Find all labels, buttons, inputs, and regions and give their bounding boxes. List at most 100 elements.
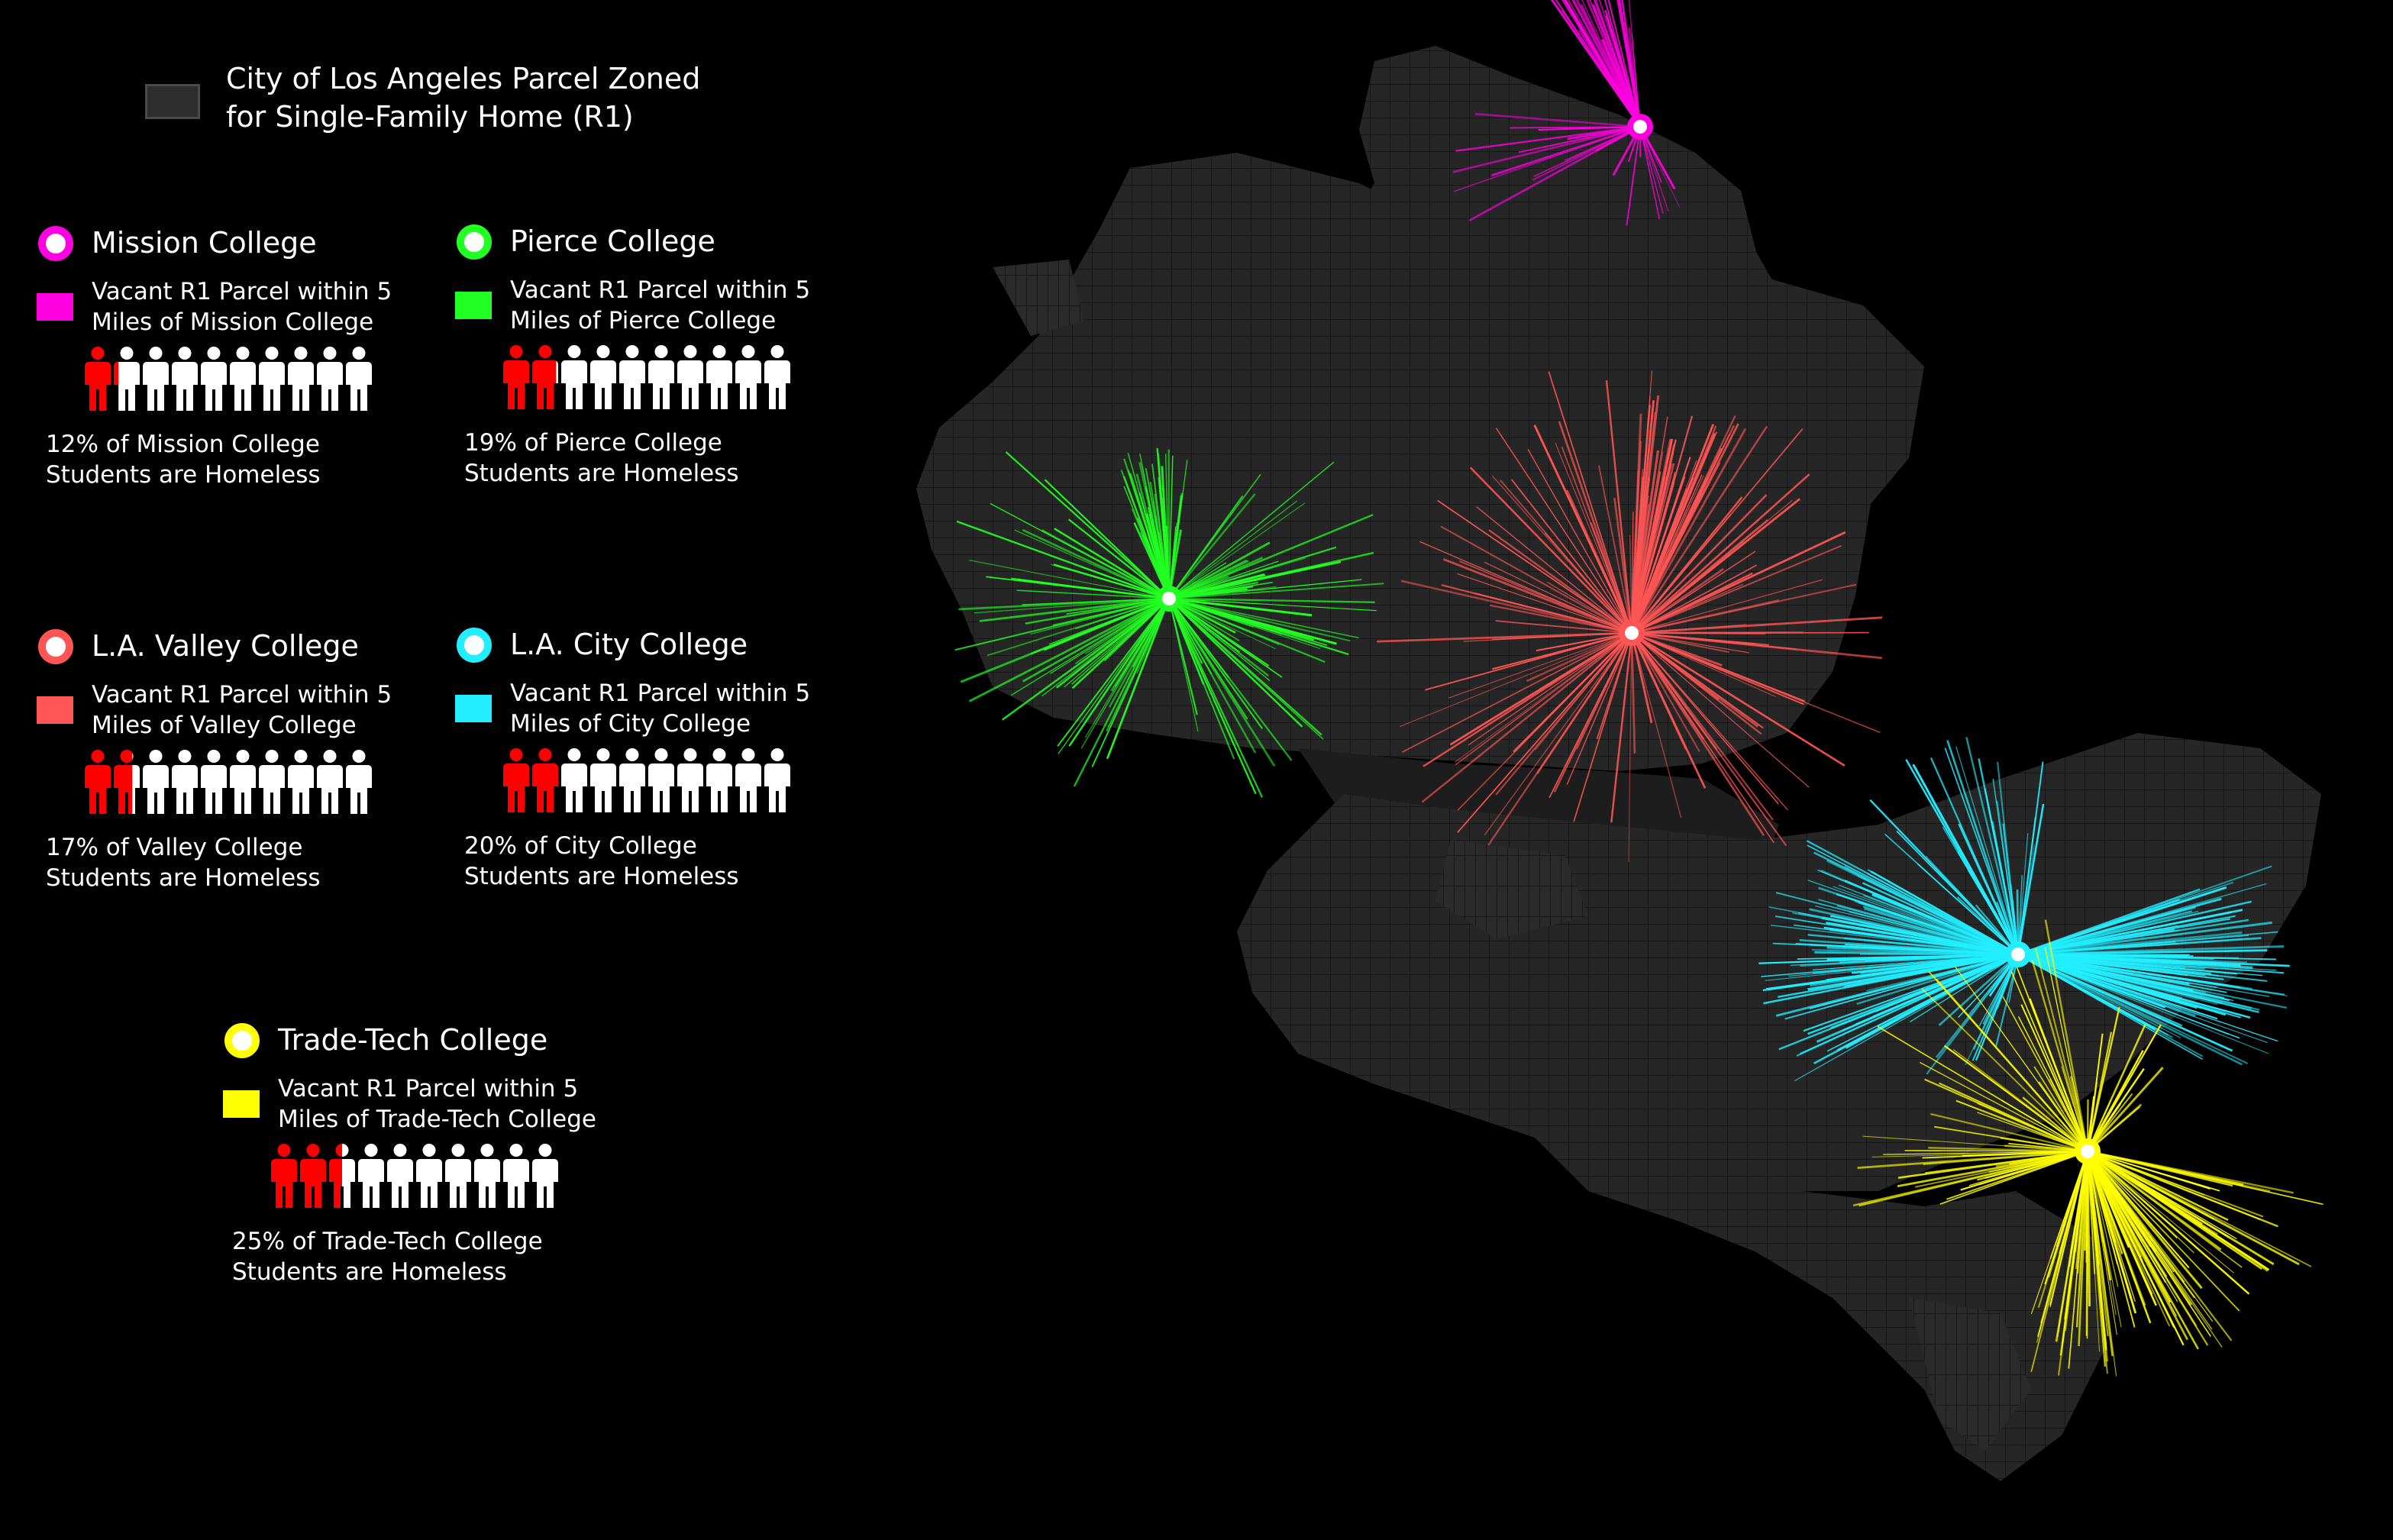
parcel-ray	[2086, 1151, 2133, 1299]
college-marker-center	[1625, 626, 1639, 640]
parcel-ray	[2017, 888, 2201, 956]
parcel-ray	[1168, 598, 1321, 650]
college-header: L.A. Valley College	[38, 623, 451, 669]
parcel-ray	[1455, 125, 1641, 152]
parcel-ray	[1977, 1112, 2088, 1152]
parcel-ray	[1630, 632, 1687, 750]
vacant-parcel-label: Vacant R1 Parcel within 5 Miles of Missi…	[92, 276, 392, 337]
parcel-ray	[2017, 954, 2285, 974]
person-icon	[358, 1144, 384, 1208]
person-icon	[143, 750, 169, 814]
parcel-ray	[1071, 598, 1170, 685]
parcel-ray	[1001, 597, 1170, 721]
vacant-parcel-line1: Vacant R1 Parcel within 5	[278, 1075, 579, 1103]
parcel-ray	[1631, 474, 1703, 634]
college-marker-icon	[38, 629, 73, 664]
college-marker-icon	[38, 226, 73, 261]
parcel-ray	[1630, 632, 1765, 837]
parcel-ray	[1571, 0, 1641, 128]
parcel-ray	[1833, 886, 2019, 955]
parcel-ray	[1866, 954, 2019, 992]
person-icon-homeless	[503, 345, 529, 409]
r1-parcel-area	[916, 46, 2321, 1481]
college-name: Pierce College	[510, 224, 715, 258]
parcel-ray	[1630, 424, 1715, 634]
rays-city	[1758, 737, 2290, 1082]
person-icon	[346, 347, 372, 411]
parcel-ray	[2017, 886, 2227, 956]
college-marker-center	[1633, 120, 1647, 134]
parcel-ray	[2017, 954, 2166, 1008]
parcel-ray	[1631, 550, 1756, 634]
parcel-ray	[2087, 1151, 2130, 1248]
homeless-stat: 19% of Pierce College Students are Homel…	[464, 428, 869, 489]
parcel-ray	[1631, 632, 1729, 654]
college-marker-icon	[457, 628, 492, 663]
parcel-ray	[1167, 598, 1264, 798]
parcel-ray	[1631, 632, 1700, 752]
parcel-ray	[1829, 928, 2019, 956]
parcel-ray	[1075, 598, 1170, 664]
parcel-ray	[1631, 632, 1797, 650]
parcel-ray	[1910, 954, 2019, 1022]
parcel-ray	[968, 597, 1170, 702]
r1-legend-label: City of Los Angeles Parcel Zoned for Sin…	[226, 60, 761, 136]
parcel-ray	[2083, 1151, 2089, 1251]
parcel-ray	[1533, 425, 1633, 634]
parcel-ray	[1122, 476, 1171, 599]
parcel-ray	[1631, 544, 1842, 634]
parcel-ray	[1041, 598, 1170, 697]
parcel-ray	[1168, 597, 1313, 617]
parcel-ray	[1621, 0, 1642, 128]
parcel-ray	[2087, 1033, 2104, 1152]
college-markers	[1156, 114, 2101, 1164]
parcel-ray	[1817, 870, 2019, 955]
vacant-parcel-line2: Miles of Mission College	[92, 308, 374, 336]
homeless-pictogram	[84, 347, 451, 414]
college-marker-icon	[224, 1023, 260, 1058]
person-icon	[201, 750, 227, 814]
person-icon	[317, 347, 343, 411]
parcel-ray	[1054, 528, 1170, 600]
homeless-stat-line2: Students are Homeless	[232, 1258, 507, 1286]
parcel-ray	[2017, 954, 2269, 1054]
parcel-ray	[1484, 561, 1632, 634]
parcel-ray	[1168, 455, 1174, 599]
parcel-ray	[1448, 632, 1632, 699]
parcel-ray	[1454, 632, 1632, 763]
parcel-ray	[2017, 803, 2045, 955]
parcel-ray	[2017, 911, 2233, 956]
parcel-ray	[1106, 598, 1171, 760]
person-icon	[143, 347, 169, 411]
parcel-ray	[1630, 632, 1636, 754]
parcel-ray	[1826, 953, 2019, 960]
parcel-ray	[1631, 460, 1697, 634]
homeless-stat: 25% of Trade-Tech College Students are H…	[232, 1226, 637, 1287]
parcel-ray	[1536, 631, 1632, 652]
parcel-ray	[1610, 632, 1633, 823]
parcel-ray	[2010, 971, 2088, 1152]
person-icon-homeless	[300, 1144, 326, 1208]
homeless-pictogram	[270, 1144, 637, 1211]
parcel-ray	[2087, 1151, 2234, 1274]
parcel-ray	[1871, 1151, 2088, 1157]
person-icon	[201, 347, 227, 411]
parcel-ray	[1965, 737, 2020, 955]
vacant-parcel-swatch	[223, 1090, 260, 1118]
parcel-ray	[1965, 954, 2019, 1066]
parcel-ray	[1421, 632, 1632, 803]
parcel-ray	[2049, 1151, 2088, 1259]
parcel-ray	[1877, 1025, 2088, 1152]
parcel-ray	[1452, 125, 1641, 173]
parcel-ray	[1826, 859, 2019, 956]
person-icon-homeless	[114, 750, 140, 814]
parcel-ray	[1419, 541, 1632, 634]
parcel-ray	[1533, 126, 1641, 177]
parcel-ray	[1992, 821, 2019, 955]
parcel-ray	[1631, 494, 1768, 634]
parcel-ray	[1057, 598, 1170, 747]
parcel-ray	[1631, 599, 1780, 634]
parcel-ray	[1168, 557, 1264, 600]
parcel-ray	[1630, 428, 1747, 634]
vacant-parcel-line1: Vacant R1 Parcel within 5	[510, 276, 811, 304]
